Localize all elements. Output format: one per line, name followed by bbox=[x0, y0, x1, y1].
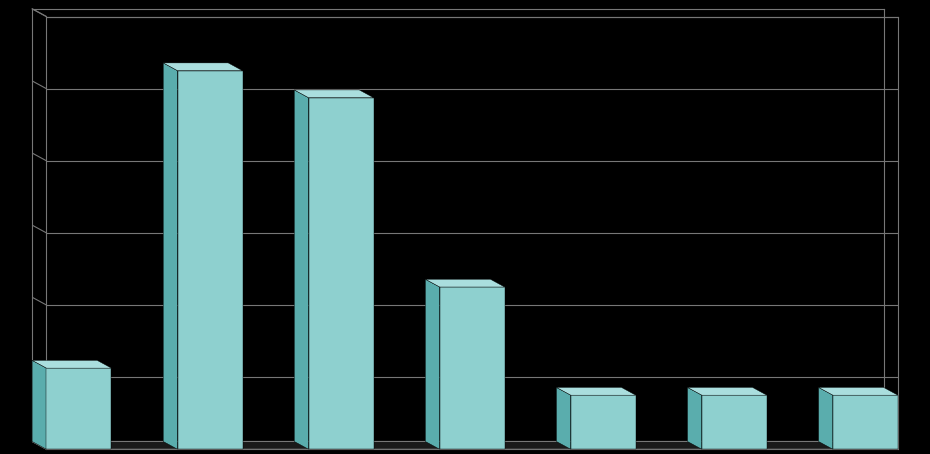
Polygon shape bbox=[309, 98, 374, 449]
Polygon shape bbox=[818, 387, 833, 449]
Polygon shape bbox=[33, 360, 46, 449]
Polygon shape bbox=[164, 63, 243, 71]
Polygon shape bbox=[687, 387, 702, 449]
Polygon shape bbox=[425, 279, 505, 287]
Polygon shape bbox=[294, 90, 309, 449]
Polygon shape bbox=[178, 71, 243, 449]
Polygon shape bbox=[46, 368, 112, 449]
Polygon shape bbox=[425, 279, 440, 449]
Polygon shape bbox=[164, 63, 178, 449]
Polygon shape bbox=[571, 395, 636, 449]
Polygon shape bbox=[833, 395, 897, 449]
Polygon shape bbox=[33, 360, 112, 368]
Polygon shape bbox=[556, 387, 636, 395]
Polygon shape bbox=[702, 395, 766, 449]
Polygon shape bbox=[687, 387, 766, 395]
Polygon shape bbox=[818, 387, 897, 395]
Polygon shape bbox=[556, 387, 571, 449]
Polygon shape bbox=[33, 441, 897, 449]
Polygon shape bbox=[440, 287, 505, 449]
Polygon shape bbox=[294, 90, 374, 98]
